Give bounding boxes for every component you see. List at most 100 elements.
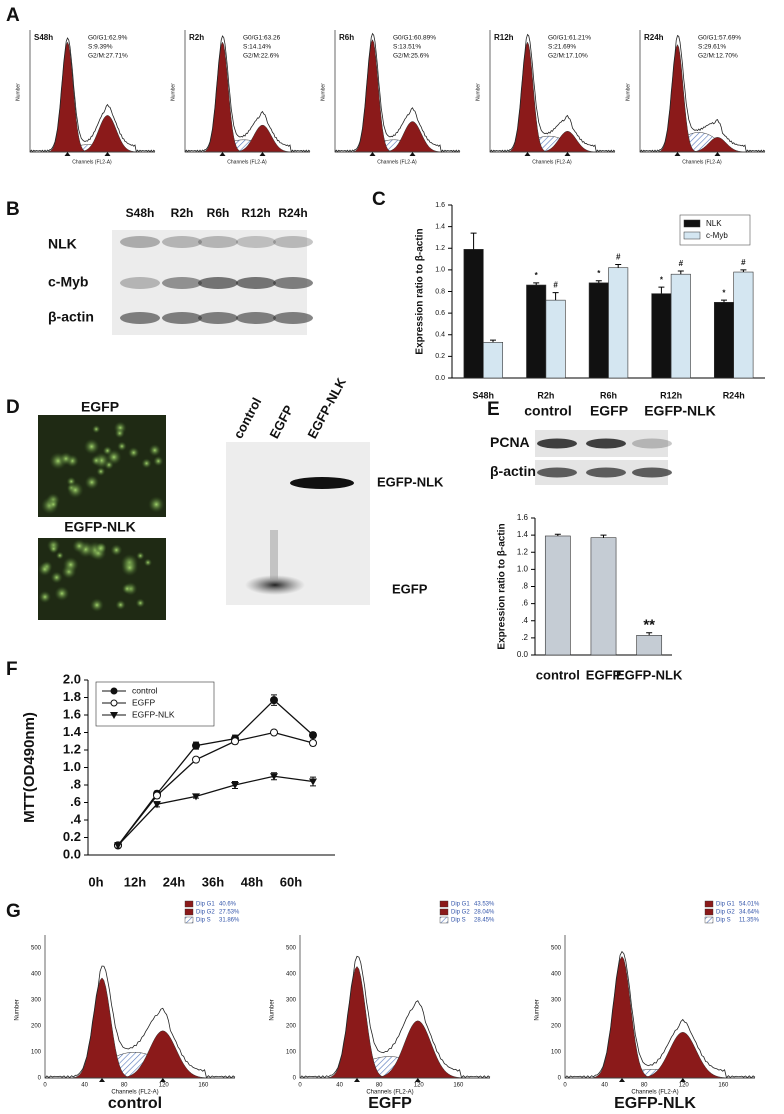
panel-label: E [487,399,500,420]
y-tick-label: 1.4 [435,223,445,230]
marker [309,731,317,740]
blot-band [120,277,160,289]
peak-marker [219,152,226,156]
blot-band [236,236,276,248]
plot-title: S48h [34,33,53,42]
y-tick-label: 1.4 [63,724,82,739]
histogram-g2-peak [185,124,310,153]
histogram-g2-peak [300,1020,490,1079]
x-tick-label: 40 [81,1083,88,1089]
y-tick-label: 0.2 [435,353,445,360]
y-tick-label: 0.6 [435,310,445,317]
peak-marker [674,152,681,156]
histogram-axes [184,30,310,153]
marker [153,791,161,800]
cycle-stat: S:29.61% [698,44,726,51]
panel-label: C [372,189,386,210]
cell [114,428,125,439]
legend-marker [110,712,118,719]
x-tick-label: 0h [88,874,103,889]
image-label: EGFP [81,399,119,415]
significance-mark: # [616,253,621,262]
cycle-stat: S:14.14% [243,44,271,51]
image-label: EGFP-NLK [64,519,136,535]
blot-band [632,438,672,449]
y-tick-label: .6 [70,794,81,809]
band-label: EGFP-NLK [377,474,444,489]
cell [55,551,64,560]
y-tick-label: 300 [31,998,42,1004]
y-tick-label: 400 [31,972,42,978]
cell [127,446,140,459]
histogram-g1-peak [565,955,755,1079]
cell [117,441,127,452]
cell [141,458,152,469]
y-tick-label: 1.0 [517,564,529,573]
axis-label: Channels (FL2-A) [72,159,112,165]
error-bar [720,299,727,303]
x-tick-label: 120 [414,1083,425,1089]
cycle-stat: G0/G1:61.21% [548,35,591,42]
cycle-stat: G2/M:25.6% [393,53,429,60]
y-tick-label: 0 [38,1076,42,1082]
histogram-envelope [489,33,616,153]
cell [96,466,106,477]
y-tick-label: .8 [521,582,528,591]
row-label: β-actin [48,309,94,325]
lane-label: R24h [278,206,307,220]
x-tick-label: 12h [124,874,146,889]
cell [94,542,107,555]
legend-value: 54.01% [739,902,760,908]
bar [590,537,617,656]
bar [733,271,754,379]
legend-label: Dip S [451,918,466,924]
cycle-stat: S:13.51% [393,44,421,51]
legend-value: 11.35% [739,918,760,924]
bar [482,342,504,379]
legend-label: Dip G1 [716,902,735,908]
bar [651,293,672,379]
y-tick-label: 0.0 [517,650,529,659]
row-label: PCNA [490,434,530,450]
cell [72,539,87,554]
cycle-stat: S:9.39% [88,44,113,51]
histogram-envelope [184,35,311,153]
panel-label: B [6,199,20,220]
marker [192,755,200,764]
legend-label: Dip G2 [716,910,735,916]
x-tick-label: R2h [537,390,554,400]
cycle-stat: G2/M:27.71% [88,53,128,60]
y-tick-label: 500 [551,946,562,952]
cell [84,475,100,490]
blot-background [226,442,370,605]
x-tick-label: 0 [298,1083,302,1089]
x-tick-label: EGFP [586,667,622,682]
blot-band [162,277,202,289]
plot-title: R2h [189,33,204,42]
y-tick-label: 400 [286,972,297,978]
x-tick-label: control [536,667,580,682]
cell [115,599,126,611]
y-tick-label: .4 [521,616,528,625]
cell [67,481,84,499]
marker [309,739,317,747]
x-tick-label: 80 [121,1083,128,1089]
cell [153,455,164,467]
legend-swatch [704,908,714,916]
y-tick-label: 1.0 [63,759,81,774]
error-bar [490,339,497,343]
y-tick-label: 400 [551,972,562,978]
marker [270,696,278,705]
error-bar [595,280,602,283]
marker [309,778,317,786]
legend-label: Dip G1 [451,902,470,908]
lane-label: S48h [126,206,155,220]
blot-band [120,236,160,248]
y-tick-label: 1.6 [517,513,529,522]
blot-band [273,236,313,248]
plot-title: EGFP-NLK [614,1095,696,1112]
cycle-stat: G2/M:12.70% [698,53,738,60]
blot-band [162,236,202,248]
y-tick-label: 0.0 [435,375,445,382]
